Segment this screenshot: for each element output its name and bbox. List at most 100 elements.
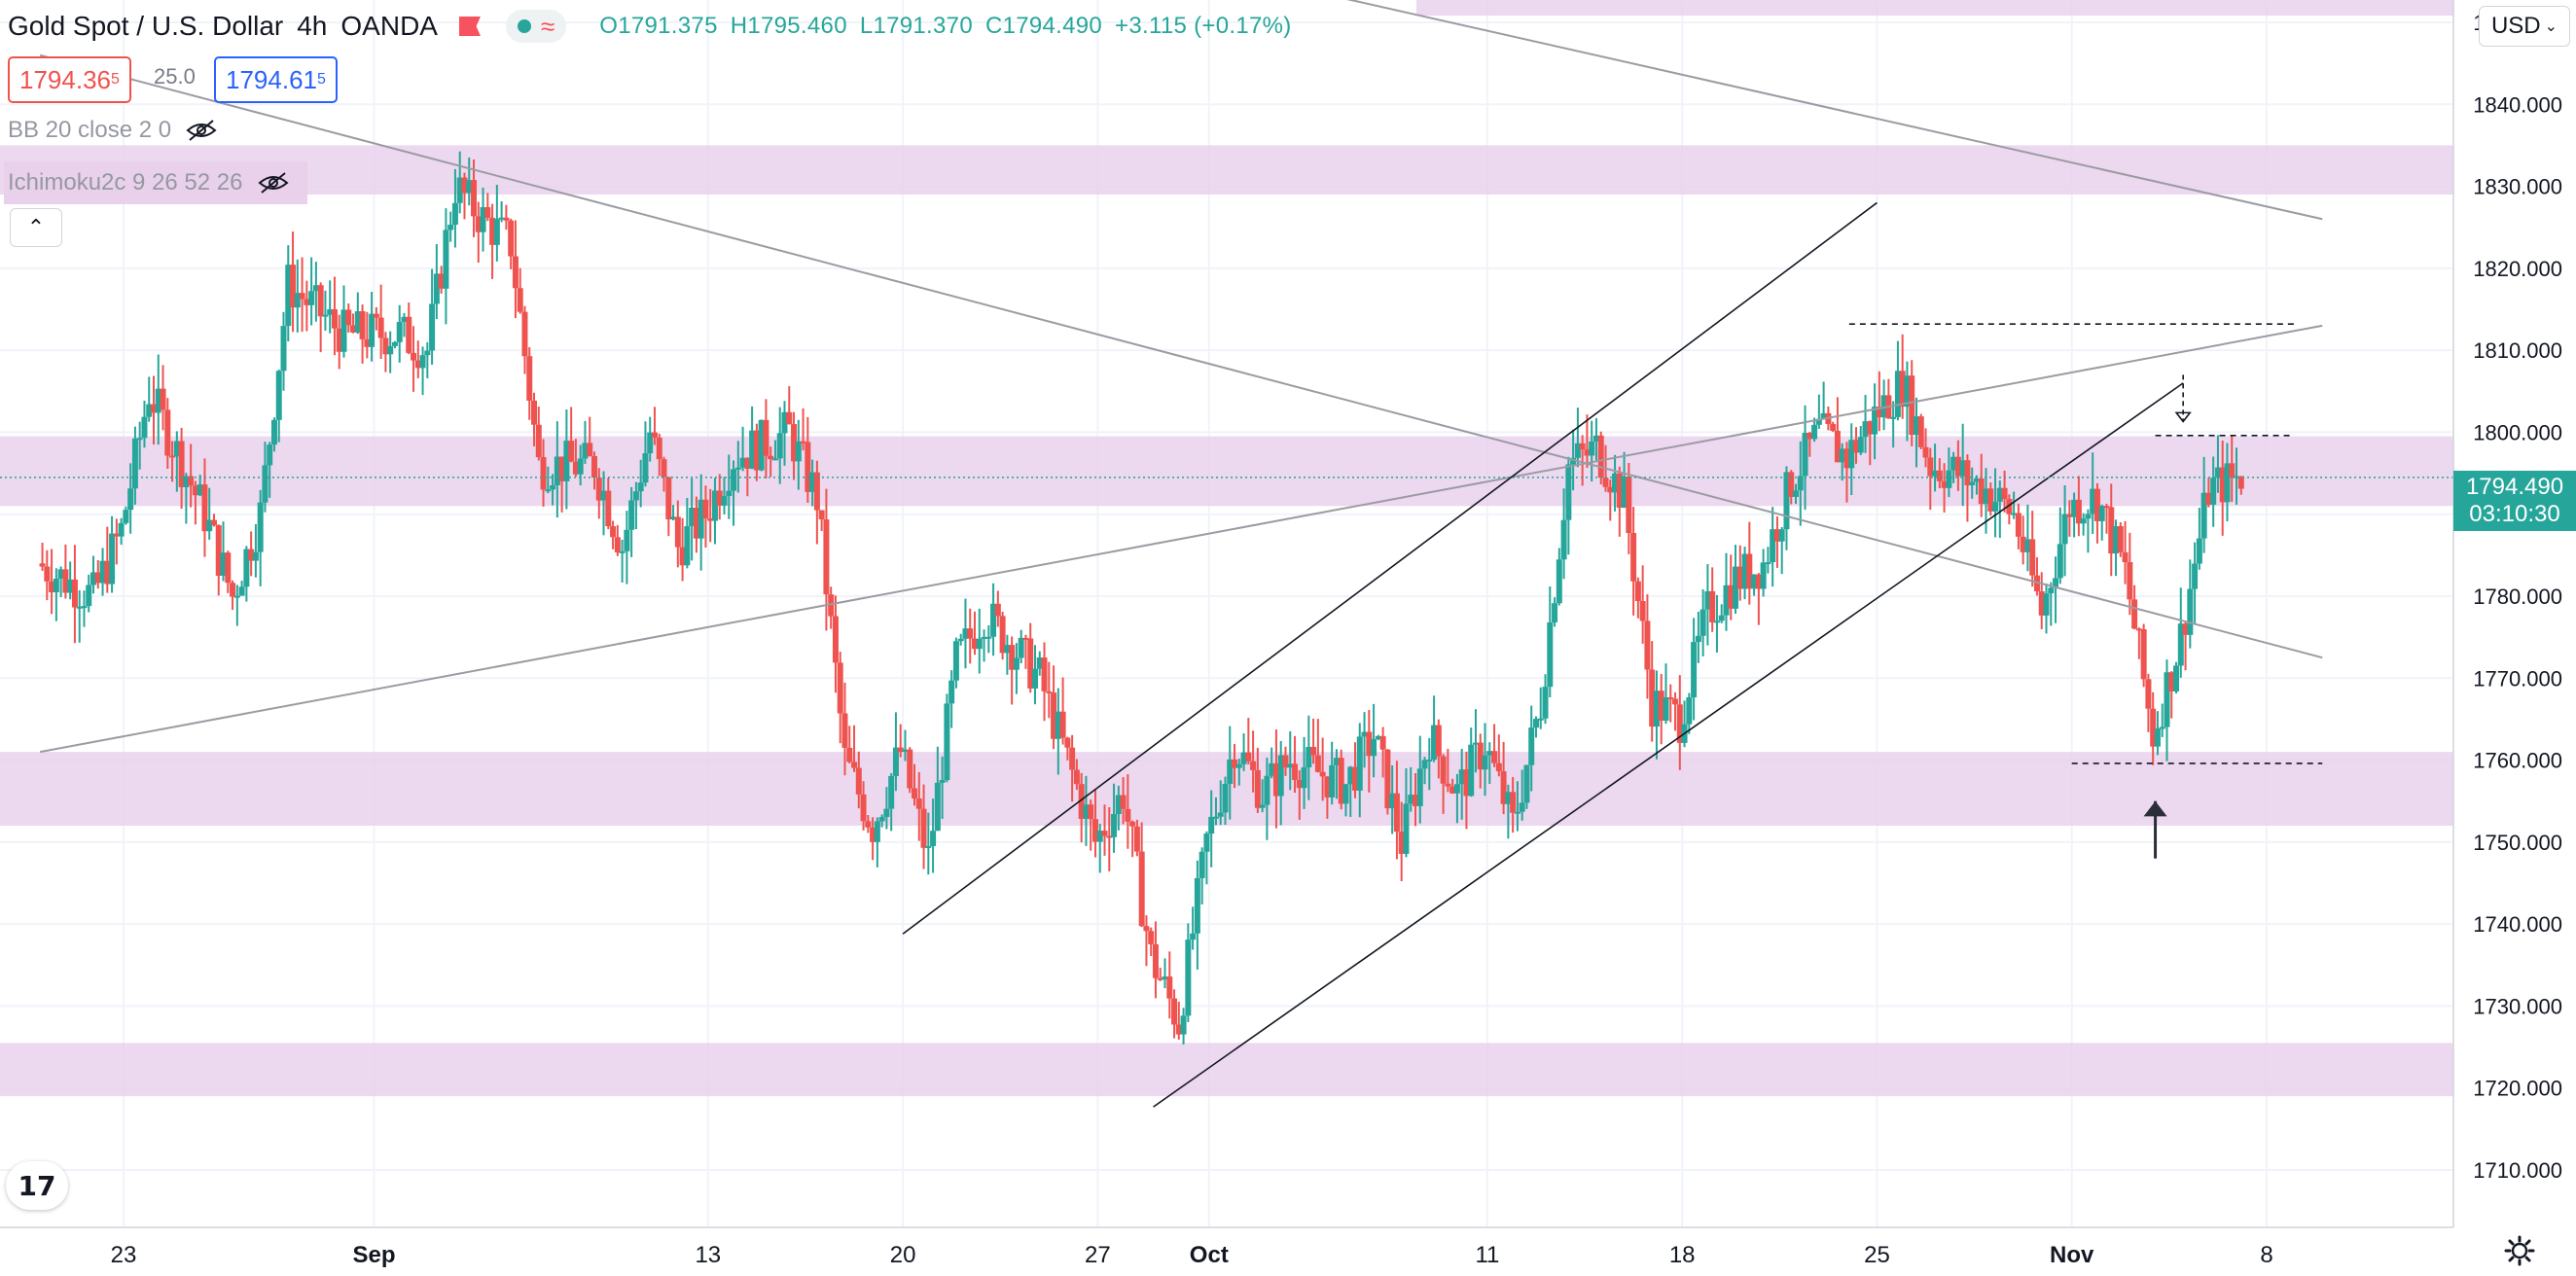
candle-body <box>350 325 357 333</box>
candle-body <box>2187 588 2194 635</box>
tradingview-logo-icon[interactable]: 17 <box>6 1161 68 1210</box>
gear-icon[interactable] <box>2504 1235 2535 1266</box>
candle-body <box>632 491 639 501</box>
candle-body <box>2093 488 2100 521</box>
candle-body <box>1059 711 1066 738</box>
candle-body <box>934 782 941 832</box>
candle-body <box>1269 762 1275 776</box>
candle-body <box>336 328 342 352</box>
candle-body <box>1022 637 1029 640</box>
candle-body <box>2140 629 2147 680</box>
candle-body <box>1301 767 1307 789</box>
arrow-drawings[interactable] <box>2143 374 2192 859</box>
symbol-title[interactable]: Gold Spot / U.S. Dollar <box>8 11 284 41</box>
candle-body <box>1552 603 1558 622</box>
buy-button[interactable]: 1794.61 5 <box>214 56 338 103</box>
currency-select[interactable]: USD ⌄ <box>2479 6 2570 47</box>
price-zone <box>0 145 2453 195</box>
flag-icon[interactable] <box>458 17 481 36</box>
candle-body <box>526 356 533 401</box>
indicator-bb-label: BB 20 close 2 0 <box>8 117 172 143</box>
candle-body <box>1505 792 1512 804</box>
candle-body <box>1486 751 1493 756</box>
candle-body <box>1778 529 1785 542</box>
candle-body <box>805 442 811 492</box>
candle-body <box>2145 679 2152 709</box>
price-axis[interactable]: 1710.000 1720.000 1730.000 1740.000 1750.000… <box>2452 0 2576 1276</box>
candle-body <box>1519 802 1525 812</box>
candle-body <box>1528 727 1535 765</box>
candle-body <box>1314 755 1321 772</box>
candle-body <box>146 404 153 417</box>
candle-body <box>1338 758 1344 804</box>
candle-body <box>2192 563 2199 589</box>
candle-body <box>294 293 301 308</box>
candle-body <box>661 459 667 478</box>
candle-body <box>2135 628 2142 631</box>
eye-hidden-icon[interactable] <box>185 120 218 141</box>
candle-body <box>1133 826 1140 852</box>
candle-body <box>2006 499 2013 514</box>
candle-body <box>1232 759 1238 768</box>
candle-body <box>828 594 835 617</box>
candle-body <box>471 180 478 217</box>
candle-body <box>99 560 106 584</box>
candle-body <box>1091 819 1098 842</box>
candle-body <box>1227 759 1234 785</box>
eye-hidden-icon[interactable] <box>257 172 290 194</box>
sell-button[interactable]: 1794.36 5 <box>8 56 131 103</box>
spread-value: 25.0 <box>154 64 196 89</box>
time-axis[interactable]: 23 Sep 13 20 27 Oct 11 18 25 Nov 8 <box>0 1226 2576 1276</box>
horizontal-level-drawings[interactable] <box>1848 323 2323 764</box>
candle-body <box>1954 456 1961 477</box>
candle-body <box>1347 766 1354 785</box>
candle-body <box>1959 460 1966 477</box>
candle-body <box>749 430 756 469</box>
market-status-pill[interactable]: ≈ <box>505 10 567 43</box>
candle-body <box>2038 591 2045 616</box>
interval-label[interactable]: 4h <box>297 11 328 41</box>
candle-body <box>1472 742 1479 745</box>
candle-body <box>952 641 959 681</box>
candle-body <box>197 484 203 496</box>
candle-body <box>693 508 699 539</box>
candle-body <box>2168 672 2175 691</box>
candle-body <box>512 256 519 289</box>
collapse-legend-button[interactable]: ⌃ <box>10 208 62 247</box>
candle-body <box>1088 804 1094 820</box>
candle-body <box>800 441 806 443</box>
price-tick-label: 1820.000 <box>2473 257 2562 281</box>
candle-body <box>2043 593 2050 616</box>
candle-body <box>1695 635 1701 643</box>
candle-body <box>1148 931 1155 944</box>
candle-body <box>786 411 793 425</box>
candle-body <box>429 303 436 351</box>
candle-body <box>1254 769 1261 808</box>
candle-body <box>1440 756 1447 784</box>
candle-body <box>1663 697 1669 721</box>
trendline <box>1346 0 2323 221</box>
candle-body <box>2154 728 2161 747</box>
candle-body <box>248 549 255 561</box>
candle-body <box>1426 759 1433 762</box>
candle-body <box>1574 443 1581 458</box>
candle-body <box>554 456 560 485</box>
candle-body <box>1867 421 1874 435</box>
candle-body <box>2224 463 2231 503</box>
candle-body <box>419 355 426 369</box>
trendline-drawings[interactable] <box>39 0 2323 1108</box>
candle-body <box>1041 657 1048 691</box>
candle-body <box>406 316 412 353</box>
indicator-bb[interactable]: BB 20 close 2 0 <box>8 117 218 144</box>
indicator-ichimoku[interactable]: Ichimoku2c 9 26 52 26 <box>4 161 307 204</box>
candle-body <box>382 337 389 355</box>
candle-body <box>2219 467 2226 503</box>
candle-body <box>1306 746 1312 768</box>
open-value: O1791.375 <box>599 13 718 39</box>
candle-body <box>990 603 997 637</box>
candle-body <box>1106 835 1113 838</box>
candle-body <box>521 311 528 357</box>
candle-body <box>907 749 913 789</box>
candle-body <box>1811 424 1818 440</box>
